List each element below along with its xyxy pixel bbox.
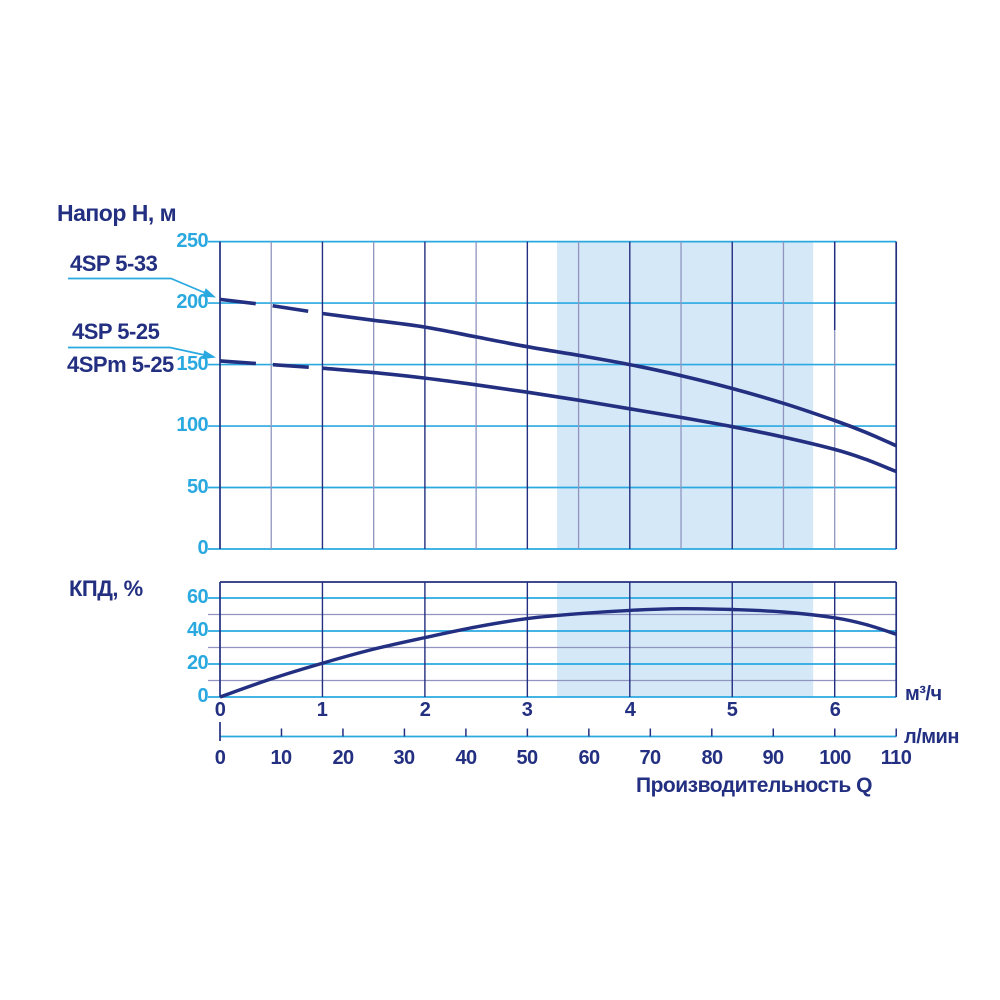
efficiency-y-tick-0: 0	[197, 685, 208, 707]
head-y-tick-250: 250	[176, 230, 208, 252]
x-tick-m3h-4: 4	[624, 699, 636, 721]
x-tick-lmin-10: 10	[270, 747, 292, 769]
efficiency-y-tick-20: 20	[186, 652, 209, 674]
pump-label-4spm5-25: 4SPm 5-25	[67, 352, 174, 377]
x-tick-m3h-0: 0	[214, 699, 226, 721]
head-y-tick-150: 150	[176, 353, 208, 375]
curve-dashed-4SP 5-33	[219, 297, 323, 316]
efficiency-y-tick-40: 40	[186, 619, 209, 641]
pump-label-4sp5-33: 4SP 5-33	[70, 251, 158, 276]
head-y-tick-50: 50	[186, 476, 209, 498]
pump-label-4sp5-25: 4SP 5-25	[72, 319, 160, 344]
efficiency-y-tick-60: 60	[186, 586, 209, 608]
x-tick-lmin-20: 20	[332, 747, 354, 769]
curve-dashed-4SP 5-25 / 4SPm 5-25	[219, 359, 323, 370]
x-tick-lmin-40: 40	[455, 747, 477, 769]
x-tick-m3h-3: 3	[521, 699, 533, 721]
leader-4sp5-33-arrowhead	[202, 288, 216, 298]
head-chart-title: Напор Н, м	[57, 200, 177, 226]
head-y-tick-100: 100	[176, 414, 208, 436]
x-tick-lmin-100: 100	[819, 747, 851, 769]
x-tick-m3h-2: 2	[419, 699, 431, 721]
x-axis-title: Производительность Q	[635, 774, 873, 797]
x-tick-lmin-30: 30	[393, 747, 415, 769]
x-tick-lmin-90: 90	[762, 747, 784, 769]
head-y-tick-200: 200	[176, 291, 208, 313]
leader-4sp5-25-line	[68, 346, 207, 357]
x-tick-lmin-60: 60	[578, 747, 600, 769]
efficiency-chart-title: КПД, %	[69, 576, 143, 601]
x-tick-lmin-80: 80	[701, 747, 723, 769]
curve-4SP 5-25 / 4SPm 5-25	[322, 366, 897, 474]
x-tick-lmin-0: 0	[214, 747, 226, 769]
curve-efficiency	[219, 606, 897, 699]
x-tick-lmin-110: 110	[880, 747, 912, 769]
recommended-band-head	[557, 241, 814, 549]
x-tick-lmin-50: 50	[516, 747, 538, 769]
leader-4sp5-33-line	[68, 277, 208, 295]
x-axis-unit-m3h: м³/ч	[905, 683, 942, 705]
x-tick-lmin-70: 70	[639, 747, 661, 769]
x-tick-m3h-6: 6	[829, 699, 841, 721]
head-y-tick-0: 0	[197, 537, 208, 559]
curve-4SP 5-33	[322, 311, 897, 448]
x-tick-m3h-1: 1	[316, 699, 328, 721]
recommended-band-efficiency	[557, 582, 814, 697]
x-axis-unit-lmin: л/мин	[904, 726, 959, 748]
x-tick-m3h-5: 5	[726, 699, 738, 721]
leader-4sp5-25-arrowhead	[202, 350, 216, 360]
